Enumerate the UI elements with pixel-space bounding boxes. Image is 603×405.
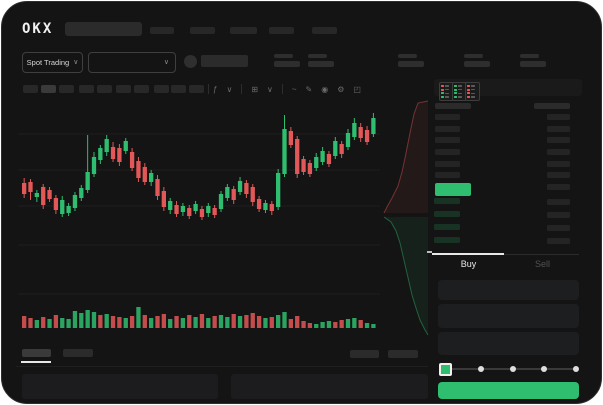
slider-step-dot[interactable] bbox=[541, 366, 548, 372]
orderbook-ask-price[interactable] bbox=[435, 172, 460, 178]
orderbook-bid-price[interactable] bbox=[434, 211, 460, 217]
buy-tab-indicator bbox=[432, 253, 504, 255]
chevron-down-icon: ∨ bbox=[73, 59, 79, 66]
stat-value-placeholder bbox=[308, 61, 334, 67]
nav-item-placeholder[interactable] bbox=[190, 27, 215, 34]
timeframe-button[interactable] bbox=[97, 85, 112, 93]
orderbook-bid-price[interactable] bbox=[434, 198, 460, 204]
orderbook-combined-icon[interactable] bbox=[439, 82, 454, 101]
tab-sell[interactable]: Sell bbox=[534, 259, 550, 269]
bottom-tab-active[interactable] bbox=[22, 349, 51, 357]
orderbook-ask-amount bbox=[547, 126, 570, 132]
timeframe-button[interactable] bbox=[171, 85, 186, 93]
stat-value-placeholder bbox=[398, 61, 424, 67]
orderbook-bid-price[interactable] bbox=[434, 224, 460, 230]
bottom-divider bbox=[16, 366, 428, 367]
order-total-field[interactable] bbox=[438, 332, 579, 355]
orderbook-asks-icon[interactable] bbox=[465, 82, 480, 101]
line-type-icon[interactable]: ~ bbox=[291, 84, 297, 94]
stat-label-placeholder bbox=[520, 54, 539, 58]
toolbar-divider bbox=[208, 84, 209, 94]
orderbook-bid-amount bbox=[547, 212, 570, 218]
nav-item-placeholder[interactable] bbox=[150, 27, 174, 34]
stat-label-placeholder bbox=[464, 54, 483, 58]
nav-item-placeholder[interactable] bbox=[269, 27, 294, 34]
toolbar-divider bbox=[241, 84, 243, 94]
pair-selector-dropdown[interactable]: ∨ bbox=[88, 52, 176, 73]
orderbook-ask-amount bbox=[547, 114, 570, 120]
stat-label-placeholder bbox=[308, 54, 327, 58]
market-type-label: Spot Trading bbox=[26, 58, 70, 67]
stat-value-placeholder bbox=[464, 61, 490, 67]
order-price-field[interactable] bbox=[438, 280, 579, 300]
orderbook-bid-amount bbox=[547, 225, 570, 231]
orderbook-ask-amount bbox=[547, 137, 570, 143]
coin-avatar bbox=[184, 55, 197, 68]
stat-label-placeholder bbox=[274, 54, 293, 58]
orderbook-ask-price[interactable] bbox=[435, 137, 460, 143]
price-placeholder bbox=[201, 55, 248, 67]
orderbook-bid-price[interactable] bbox=[434, 237, 460, 243]
chevron-down-icon[interactable]: ∨ bbox=[226, 84, 233, 94]
orderbook-ask-price[interactable] bbox=[435, 161, 460, 167]
stat-value-placeholder bbox=[274, 61, 300, 67]
indicator-icon[interactable]: ƒ bbox=[213, 84, 218, 94]
fullscreen-icon[interactable]: ◰ bbox=[353, 84, 361, 94]
timeframe-button[interactable] bbox=[116, 85, 131, 93]
timeframe-button[interactable] bbox=[41, 85, 56, 93]
timeframe-button[interactable] bbox=[134, 85, 149, 93]
slider-step-dot[interactable] bbox=[509, 366, 516, 372]
slider-step-dot[interactable] bbox=[477, 366, 484, 372]
nav-item-placeholder[interactable] bbox=[230, 27, 257, 34]
amount-slider[interactable] bbox=[439, 362, 579, 376]
orderbook-ask-amount bbox=[547, 161, 570, 167]
nav-item-placeholder[interactable] bbox=[312, 27, 337, 34]
bottom-action-placeholder[interactable] bbox=[388, 350, 418, 358]
stat-label-placeholder bbox=[398, 54, 417, 58]
bottom-tab[interactable] bbox=[63, 349, 93, 357]
settings-icon[interactable]: ⚙ bbox=[337, 84, 345, 94]
orderbook-ask-price[interactable] bbox=[435, 149, 460, 155]
okx-logo: OKX bbox=[22, 21, 54, 37]
draw-icon[interactable]: ✎ bbox=[305, 84, 313, 94]
orderbook-bid-amount bbox=[547, 199, 570, 205]
toolbar-divider bbox=[281, 84, 283, 94]
compare-icon[interactable]: ⊞ bbox=[251, 84, 259, 94]
timeframe-button[interactable] bbox=[189, 85, 204, 93]
slider-track bbox=[443, 368, 575, 370]
timeframe-button[interactable] bbox=[23, 85, 38, 93]
orderbook-bid-amount bbox=[547, 238, 570, 244]
orderbook-ask-amount bbox=[547, 172, 570, 178]
order-history-panel bbox=[231, 374, 428, 399]
slider-handle[interactable] bbox=[439, 362, 452, 376]
open-orders-panel bbox=[22, 374, 218, 399]
camera-icon[interactable]: ◉ bbox=[321, 84, 329, 94]
chevron-down-icon: ∨ bbox=[163, 59, 169, 66]
orderbook-amount-cell bbox=[547, 184, 570, 190]
order-amount-field[interactable] bbox=[438, 304, 579, 328]
chevron-down-icon[interactable]: ∨ bbox=[267, 84, 273, 94]
market-type-dropdown[interactable]: Spot Trading ∨ bbox=[22, 52, 83, 73]
orderbook-amount-header bbox=[534, 103, 570, 109]
depth-mid-price-marker bbox=[427, 251, 432, 253]
timeframe-button[interactable] bbox=[154, 85, 169, 93]
stat-value-placeholder bbox=[520, 61, 546, 67]
last-price-badge[interactable] bbox=[435, 183, 471, 196]
slider-step-dot[interactable] bbox=[573, 366, 579, 372]
submit-buy-button[interactable] bbox=[438, 382, 579, 399]
bottom-tab-indicator bbox=[21, 361, 51, 363]
orderbook-ask-price[interactable] bbox=[435, 114, 460, 120]
timeframe-button[interactable] bbox=[79, 85, 94, 93]
timeframe-button[interactable] bbox=[59, 85, 74, 93]
sell-tab-divider bbox=[504, 254, 579, 255]
orderbook-ask-amount bbox=[547, 149, 570, 155]
chart-toolbar-icons: ƒ ∨ ⊞ ∨ ~ ✎ ◉ ⚙ ◰ bbox=[213, 83, 361, 95]
orderbook-price-header bbox=[435, 103, 471, 109]
bottom-action-placeholder[interactable] bbox=[350, 350, 379, 358]
orderbook-ask-price[interactable] bbox=[435, 126, 460, 132]
tab-buy[interactable]: Buy bbox=[460, 259, 477, 269]
search-input[interactable] bbox=[65, 22, 142, 36]
